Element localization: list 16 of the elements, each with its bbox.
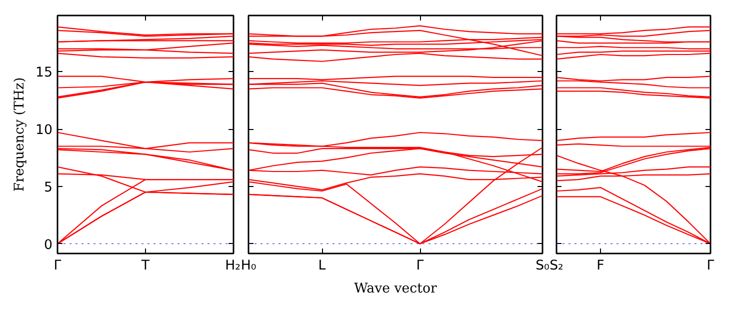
y-axis-title: Frequency (THz)	[12, 77, 28, 192]
x-tick-label: F	[596, 258, 604, 274]
x-tick-label: Γ	[416, 258, 424, 274]
y-tick-label: 10	[36, 123, 53, 138]
x-tick-label: S₀	[536, 258, 550, 274]
x-tick-label: Γ	[54, 258, 62, 274]
x-tick-label: T	[140, 258, 150, 274]
y-tick-label: 0	[44, 238, 53, 253]
x-tick-label: L	[318, 258, 326, 274]
x-tick-label: S₂	[550, 258, 564, 274]
x-tick-label: H₀	[240, 258, 256, 274]
x-tick-label: Γ	[706, 258, 715, 274]
y-tick-label: 15	[36, 66, 53, 81]
x-tick-label: H₂	[225, 258, 241, 274]
x-axis-title: Wave vector	[354, 282, 438, 296]
y-tick-label: 5	[44, 180, 53, 196]
